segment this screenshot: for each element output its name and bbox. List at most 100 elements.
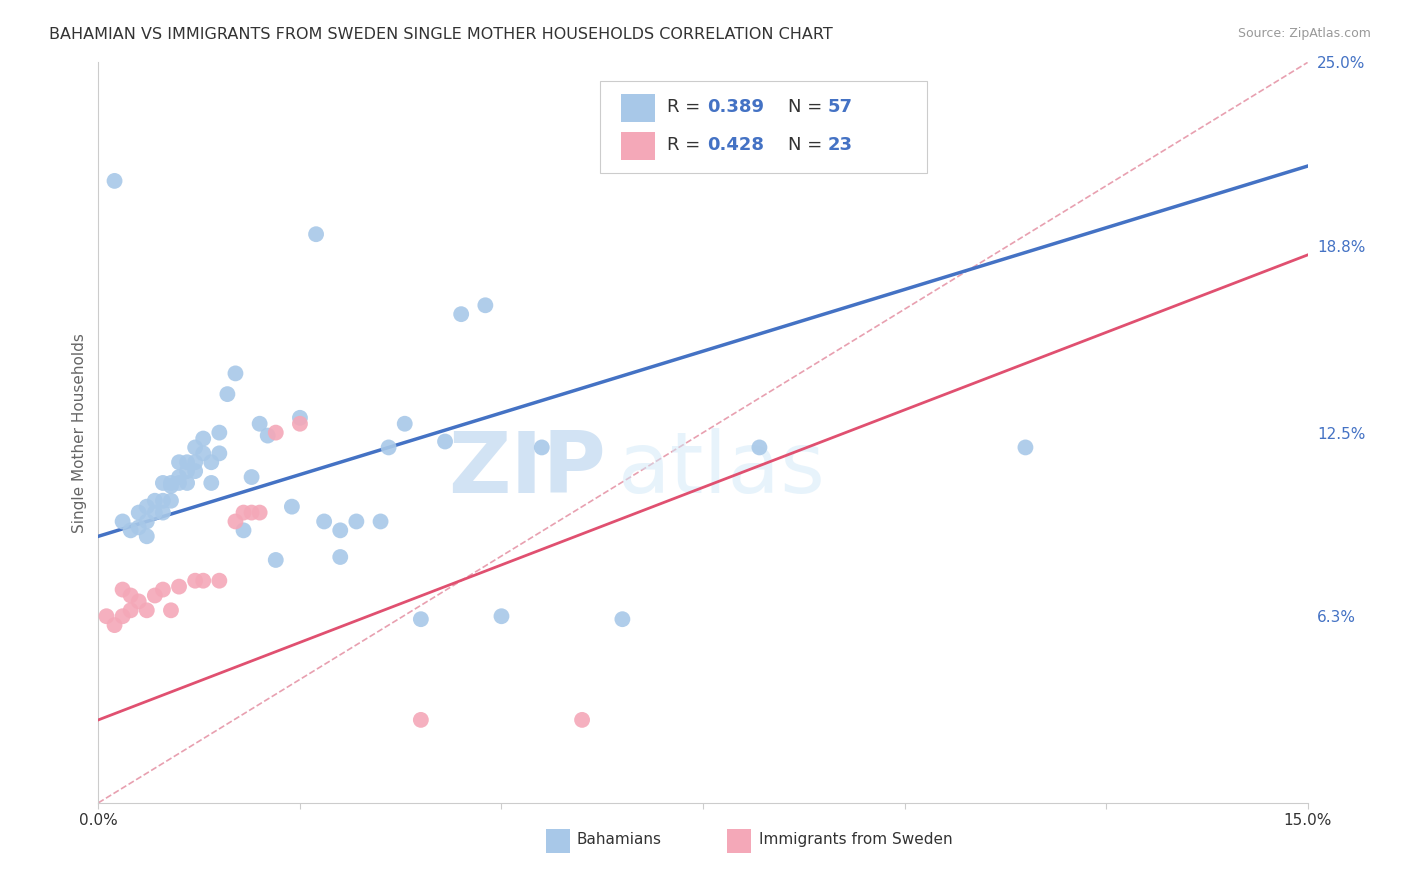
Text: Bahamians: Bahamians: [576, 832, 661, 847]
Point: [135, 515, 157, 529]
Point: [281, 500, 304, 514]
Point: [377, 441, 399, 455]
Point: [232, 506, 254, 520]
Point: [96, 609, 118, 624]
Point: [288, 410, 311, 425]
Point: [184, 455, 207, 469]
Point: [200, 475, 222, 490]
Point: [208, 425, 231, 440]
Text: N =: N =: [787, 136, 828, 154]
Point: [394, 417, 416, 431]
Point: [491, 609, 513, 624]
Text: atlas: atlas: [619, 428, 827, 511]
Point: [167, 580, 190, 594]
Point: [152, 582, 174, 597]
Point: [143, 493, 166, 508]
Text: 0.428: 0.428: [707, 136, 763, 154]
Point: [152, 493, 174, 508]
Point: [200, 455, 222, 469]
Point: [344, 515, 367, 529]
Point: [208, 574, 231, 588]
Point: [135, 603, 157, 617]
Text: BAHAMIAN VS IMMIGRANTS FROM SWEDEN SINGLE MOTHER HOUSEHOLDS CORRELATION CHART: BAHAMIAN VS IMMIGRANTS FROM SWEDEN SINGL…: [49, 27, 832, 42]
Point: [208, 446, 231, 460]
Point: [450, 307, 472, 321]
Point: [474, 298, 496, 312]
Point: [111, 609, 134, 624]
Point: [143, 506, 166, 520]
Point: [160, 603, 183, 617]
Point: [143, 589, 166, 603]
Point: [135, 500, 157, 514]
Point: [530, 441, 553, 455]
Point: [193, 432, 215, 446]
Y-axis label: Single Mother Households: Single Mother Households: [72, 333, 87, 533]
Point: [152, 506, 174, 520]
FancyBboxPatch shape: [600, 81, 927, 173]
Point: [167, 475, 190, 490]
Point: [184, 464, 207, 478]
Point: [176, 455, 198, 469]
Point: [184, 574, 207, 588]
Point: [249, 417, 271, 431]
Text: N =: N =: [787, 98, 828, 116]
Text: ZIP: ZIP: [449, 428, 606, 511]
Text: 57: 57: [828, 98, 852, 116]
Point: [232, 524, 254, 538]
Point: [329, 549, 352, 564]
Point: [314, 515, 336, 529]
Point: [103, 174, 125, 188]
Point: [128, 506, 150, 520]
Text: R =: R =: [666, 136, 706, 154]
Point: [264, 553, 287, 567]
Bar: [727, 830, 751, 853]
Point: [176, 475, 198, 490]
Point: [128, 520, 150, 534]
Point: [111, 515, 134, 529]
Point: [434, 434, 457, 449]
Point: [193, 446, 215, 460]
Bar: [621, 132, 655, 161]
Text: 0.389: 0.389: [707, 98, 763, 116]
Point: [409, 612, 432, 626]
Point: [120, 589, 142, 603]
Point: [329, 524, 352, 538]
Bar: [621, 95, 655, 122]
Point: [240, 470, 263, 484]
Point: [612, 612, 634, 626]
Point: [288, 417, 311, 431]
Point: [120, 603, 142, 617]
Point: [256, 428, 278, 442]
Point: [571, 713, 593, 727]
Point: [128, 594, 150, 608]
Point: [176, 464, 198, 478]
Point: [120, 524, 142, 538]
Text: R =: R =: [666, 98, 706, 116]
Point: [152, 475, 174, 490]
Point: [167, 455, 190, 469]
Text: 23: 23: [828, 136, 852, 154]
Bar: [546, 830, 569, 853]
Point: [103, 618, 125, 632]
Point: [370, 515, 392, 529]
Point: [111, 582, 134, 597]
Point: [1014, 441, 1036, 455]
Point: [167, 470, 190, 484]
Point: [224, 515, 246, 529]
Point: [193, 574, 215, 588]
Point: [160, 479, 183, 493]
Point: [160, 493, 183, 508]
Point: [409, 713, 432, 727]
Point: [160, 475, 183, 490]
Text: Immigrants from Sweden: Immigrants from Sweden: [759, 832, 952, 847]
Text: Source: ZipAtlas.com: Source: ZipAtlas.com: [1237, 27, 1371, 40]
Point: [305, 227, 328, 242]
Point: [224, 367, 246, 381]
Point: [748, 441, 770, 455]
Point: [264, 425, 287, 440]
Point: [249, 506, 271, 520]
Point: [135, 529, 157, 543]
Point: [184, 441, 207, 455]
Point: [240, 506, 263, 520]
Point: [217, 387, 239, 401]
